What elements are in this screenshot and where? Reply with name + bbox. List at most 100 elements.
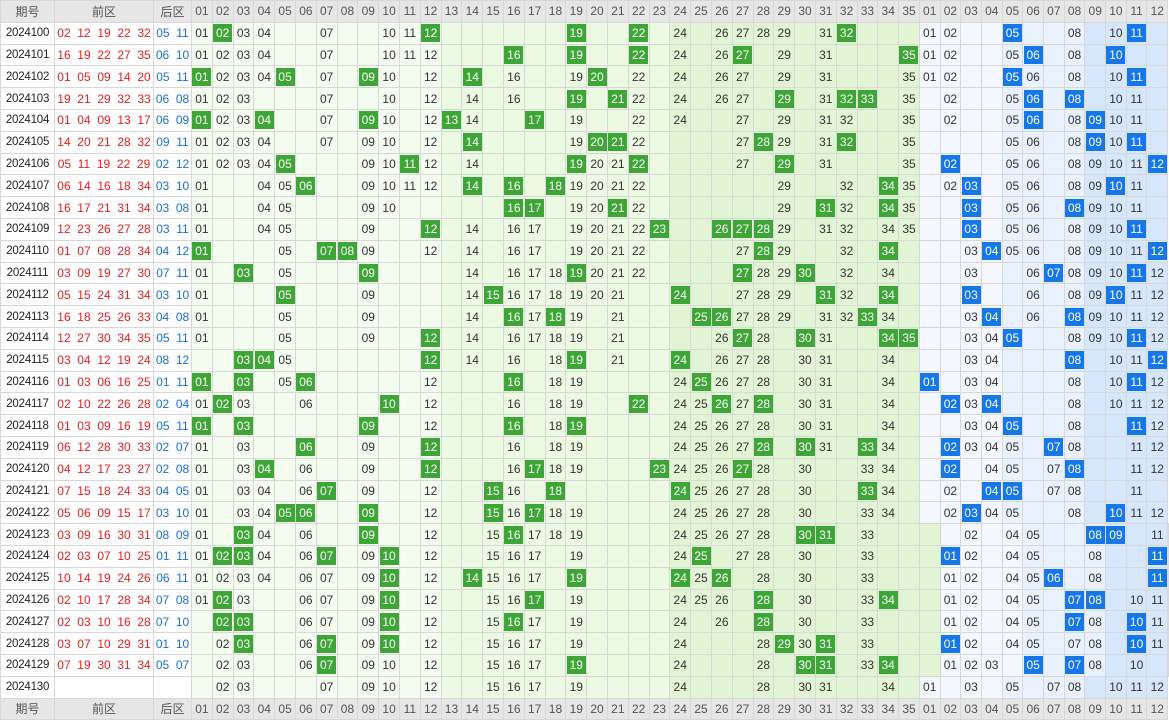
front-trend-cell: 12 [419,348,442,372]
table-row: 2024129 07 19 30 31 34 05 07 02 03 06 07 09 10 12… [0,653,1169,677]
back-trend-cell: 05 [1001,152,1024,176]
front-hit-marker: 15 [483,503,503,522]
back-col-header: 06 [1022,697,1045,720]
front-trend-cell: 24 [669,283,692,307]
front-trend-cell [627,632,650,655]
back-hit-marker: 06 [1023,45,1043,64]
front-trend-cell: 30 [794,457,816,481]
back-trend-cell: 05 [1001,414,1024,437]
front-trend-cell [253,261,276,285]
back-trend-cell: 03 [960,326,982,350]
front-hit-marker: 07 [317,481,337,500]
front-hit-marker: 28 [754,394,773,413]
front-trend-cell: 31 [814,283,837,307]
front-hit-marker: 19 [566,656,586,675]
front-trend-cell: 27 [731,414,754,437]
front-trend-cell [794,152,816,176]
front-trend-cell [627,435,650,459]
table-row: 2024116 01 03 06 16 25 01 11 01 03 05 06 12 16 18… [0,370,1169,394]
front-hit-marker: 10 [379,394,399,413]
front-numbers: 01 03 09 16 19 [54,414,154,437]
front-hit-marker: 13 [442,111,461,130]
back-trend-cell [1043,196,1065,219]
back-trend-cell [1022,675,1045,699]
back-trend-cell: 10 [1105,501,1127,525]
front-trend-cell: 25 [690,523,712,546]
front-trend-cell: 07 [315,108,338,132]
back-trend-cell: 04 [980,435,1003,459]
front-trend-cell [586,305,608,328]
front-trend-cell: 04 [253,108,276,132]
front-col-header: 03 [232,697,255,720]
front-trend-cell [523,348,546,372]
front-trend-cell [627,588,650,612]
back-trend-cell: 02 [960,653,982,677]
front-trend-cell [835,610,858,634]
front-trend-cell [315,261,338,285]
front-trend-cell [440,152,463,176]
front-trend-cell: 26 [710,610,733,634]
back-trend-cell [1001,653,1024,677]
front-trend-cell [918,610,941,634]
front-trend-cell: 01 [191,108,213,132]
front-trend-cell: 24 [669,348,692,372]
front-trend-cell: 29 [773,217,796,241]
front-trend-cell [835,588,858,612]
front-trend-cell: 12 [419,392,442,416]
front-trend-cell [211,501,234,525]
back-trend-cell: 11 [1125,675,1148,699]
front-trend-cell: 07 [315,65,338,89]
front-trend-cell: 35 [898,65,920,89]
front-trend-cell [357,370,380,394]
back-hit-marker: 04 [982,394,1002,413]
front-trend-cell: 30 [794,261,816,285]
front-trend-cell [627,479,650,503]
front-hit-marker: 09 [358,111,378,130]
front-trend-cell: 12 [419,239,442,263]
front-trend-cell: 17 [523,217,546,241]
front-trend-cell: 24 [669,87,692,110]
front-trend-cell: 18 [544,479,567,503]
back-trend-cell: 10 [1105,130,1127,154]
front-trend-cell: 17 [523,326,546,350]
front-trend-cell: 12 [419,653,442,677]
front-trend-cell [253,435,276,459]
back-trend-cell [1146,174,1169,198]
front-trend-cell: 10 [378,108,400,132]
back-trend-cell [980,261,1003,285]
front-trend-cell: 09 [357,65,380,89]
front-trend-cell: 10 [378,653,400,677]
front-trend-cell [544,152,567,176]
front-trend-cell [336,435,359,459]
front-trend-cell [482,152,504,176]
front-trend-cell: 31 [814,653,837,677]
front-trend-cell: 29 [773,108,796,132]
front-trend-cell: 28 [752,305,775,328]
front-hit-marker: 24 [670,285,690,304]
front-trend-cell: 34 [877,414,900,437]
back-numbers: 03 11 [153,217,192,241]
front-trend-cell [419,305,442,328]
back-trend-cell: 02 [960,588,982,612]
back-trend-cell [1043,108,1065,132]
front-trend-cell: 17 [523,653,546,677]
back-trend-cell: 05 [1001,239,1024,263]
back-trend-cell: 10 [1125,610,1148,634]
front-trend-cell [461,457,484,481]
front-trend-cell: 26 [710,326,733,350]
back-trend-cell [1022,414,1045,437]
front-trend-cell: 01 [191,392,213,416]
front-trend-cell: 31 [814,130,837,154]
front-trend-cell [274,87,296,110]
back-trend-cell [1146,653,1169,677]
front-trend-cell [606,108,629,132]
front-trend-cell [440,479,463,503]
front-trend-cell [398,87,421,110]
front-trend-cell [544,653,567,677]
back-trend-cell [1084,392,1107,416]
back-trend-cell [980,196,1003,219]
front-trend-cell: 25 [690,544,712,568]
front-trend-cell: 03 [232,108,255,132]
front-trend-cell: 19 [565,457,588,481]
front-trend-cell: 29 [773,196,796,219]
